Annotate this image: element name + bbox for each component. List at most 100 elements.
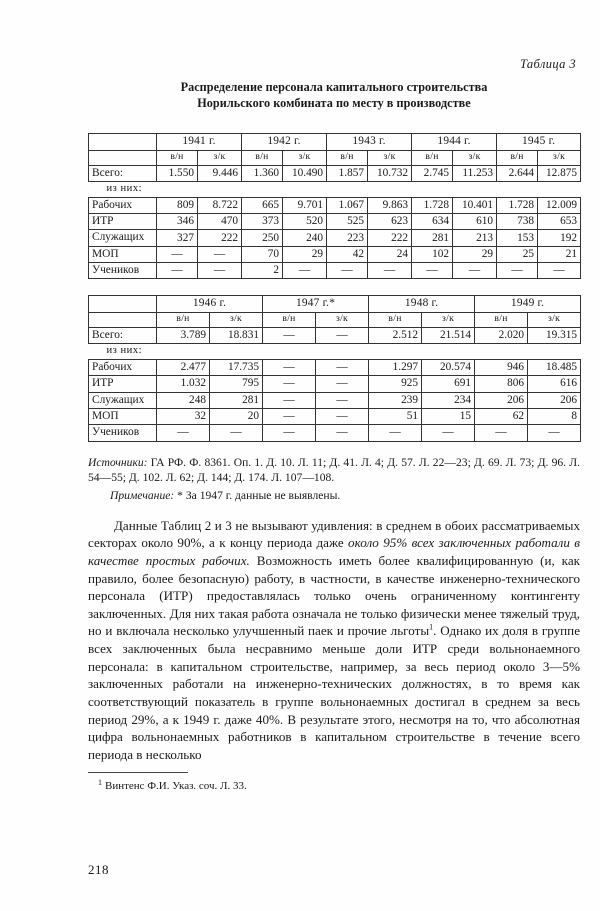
table-2-r4-c1: — (208, 424, 264, 442)
table-2-subheader-row: в/н з/к в/н з/к в/н з/к в/н з/к (88, 311, 582, 328)
table-1-r2-c1: 222 (196, 229, 243, 247)
table-number-label: Таблица 3 (519, 57, 576, 71)
table-2-year-1949: 1949 г. (474, 295, 582, 313)
table-2-r4-c0: — (156, 424, 210, 442)
table-1-year-1941: 1941 г. (155, 133, 243, 151)
remark-note: Примечание: * За 1947 г. данные не выявл… (88, 488, 580, 503)
table-2-r0-c1: 17.735 (208, 359, 264, 377)
table-2-r1-c1: 795 (208, 375, 264, 393)
body-part-1: Данные Таблиц 2 и 3 не вызывают удивлени… (88, 517, 580, 551)
table-1-r3-c1: — (196, 245, 243, 264)
table-2-r2-c4: 239 (368, 391, 423, 409)
table-1-r4-c8: — (496, 262, 539, 280)
table-row: Всего: 1.550 9.446 1.360 10.490 1.857 10… (88, 164, 582, 182)
table-2-r0-c2: — (262, 359, 317, 377)
table-1-total-6: 2.745 (411, 164, 454, 182)
table-row: Учеников — — 2 — — — — — — — (88, 262, 582, 280)
table-2-r4-c3: — (315, 424, 370, 442)
table-1-sub-8: в/н (496, 149, 539, 166)
table-1-sub-0: в/н (156, 149, 198, 166)
body-part-2: Возможность иметь более квалифицированну… (88, 553, 580, 639)
title-line-2: Норильского комбината по месту в произво… (197, 95, 471, 110)
table-1-r3-c4: 42 (326, 245, 369, 264)
table-row: МОП 32 20 — — 51 15 62 8 (88, 407, 582, 426)
table-notes: Источники: ГА РФ. Ф. 8361. Оп. 1. Д. 10.… (88, 455, 580, 504)
table-1-sub-9: з/к (537, 149, 582, 166)
table-1-sub-2: в/н (241, 149, 284, 166)
table-1-row-0-label: Рабочих (88, 196, 157, 215)
table-1-r3-c3: 29 (282, 245, 328, 264)
table-2-total-label: Всего: (88, 326, 157, 345)
table-1-sub-7: з/к (452, 149, 498, 166)
table-1-r0-c1: 8.722 (196, 196, 243, 215)
table-row: Служащих 248 281 — — 239 234 206 206 (88, 391, 582, 409)
table-2-r3-c0: 32 (156, 407, 210, 426)
table-row: Рабочих 809 8.722 665 9.701 1.067 9.863 … (88, 196, 582, 215)
table-1-r0-c3: 9.701 (282, 196, 328, 215)
table-2-r0-c0: 2.477 (156, 359, 210, 377)
table-1-r0-c7: 10.401 (452, 196, 498, 215)
table-1-r4-c6: — (411, 262, 454, 280)
table-2-r3-c5: 15 (421, 407, 476, 426)
table-2-year-header-row: 1946 г. 1947 г.* 1948 г. 1949 г. (88, 295, 582, 313)
table-1-r2-c8: 153 (496, 229, 539, 247)
table-1-total-5: 10.732 (367, 164, 413, 182)
table-2-row-1-label: ИТР (88, 375, 157, 393)
table-1-row-2-label: Служащих (88, 229, 157, 247)
sources-label: Источники: (88, 455, 148, 469)
table-1-r0-c8: 1.728 (496, 196, 539, 215)
table-1-r1-c1: 470 (196, 213, 243, 231)
table-1-r2-c5: 222 (367, 229, 413, 247)
table-2-sub-0: в/н (156, 311, 210, 328)
table-2-r3-c6: 62 (474, 407, 529, 426)
table-2-r3-c2: — (262, 407, 317, 426)
table-1-sub-4: в/н (326, 149, 369, 166)
table-1-r1-c7: 610 (452, 213, 498, 231)
table-2-sub-6: в/н (474, 311, 529, 328)
table-1-year-1945: 1945 г. (496, 133, 582, 151)
table-2-total-4: 2.512 (368, 326, 423, 345)
table-2-r2-c0: 248 (156, 391, 210, 409)
table-1-r0-c4: 1.067 (326, 196, 369, 215)
table-2-r2-c5: 234 (421, 391, 476, 409)
table-2-r0-c5: 20.574 (421, 359, 476, 377)
table-1-r2-c4: 223 (326, 229, 369, 247)
table-1-r0-c2: 665 (241, 196, 284, 215)
table-2-r1-c0: 1.032 (156, 375, 210, 393)
table-1-year-1944: 1944 г. (411, 133, 498, 151)
sources-text: ГА РФ. Ф. 8361. Оп. 1. Д. 10. Л. 11; Д. … (88, 455, 580, 484)
table-1-r1-c0: 346 (156, 213, 198, 231)
table-2-r2-c7: 206 (527, 391, 582, 409)
table-2-r3-c4: 51 (368, 407, 423, 426)
body-part-3: . Однако их доля в группе всех заключенн… (88, 623, 580, 762)
table-1-corner-cell (88, 133, 157, 151)
table-2-r4-c2: — (262, 424, 317, 442)
table-2-r0-c4: 1.297 (368, 359, 423, 377)
table-1941-1945: 1941 г. 1942 г. 1943 г. 1944 г. 1945 г. … (88, 133, 582, 280)
table-2-r0-c6: 946 (474, 359, 529, 377)
page-title: Распределение персонала капитального стр… (88, 80, 580, 111)
table-1-r2-c6: 281 (411, 229, 454, 247)
table-2-total-3: — (315, 326, 370, 345)
table-2-r1-c4: 925 (368, 375, 423, 393)
table-1-row-1-label: ИТР (88, 213, 157, 231)
table-2-year-1947: 1947 г.* (262, 295, 370, 313)
table-1-r4-c5: — (367, 262, 413, 280)
table-1-total-8: 2.644 (496, 164, 539, 182)
footnote-number: 1 (98, 777, 102, 787)
table-1-r2-c2: 250 (241, 229, 284, 247)
footnote-separator-rule (88, 772, 188, 774)
table-1-year-1943: 1943 г. (326, 133, 413, 151)
footnote-ref-marker[interactable]: 1 (429, 623, 434, 633)
table-2-r0-c7: 18.485 (527, 359, 582, 377)
table-2-r2-c6: 206 (474, 391, 529, 409)
table-row: Служащих 327 222 250 240 223 222 281 213… (88, 229, 582, 247)
table-2-r3-c1: 20 (208, 407, 264, 426)
table-1-r2-c3: 240 (282, 229, 328, 247)
table-1-r1-c4: 525 (326, 213, 369, 231)
table-1-r3-c8: 25 (496, 245, 539, 264)
table-1-r1-c2: 373 (241, 213, 284, 231)
table-2-r4-c4: — (368, 424, 423, 442)
table-1-r4-c7: — (452, 262, 498, 280)
table-1-r4-c2: 2 (241, 262, 284, 280)
